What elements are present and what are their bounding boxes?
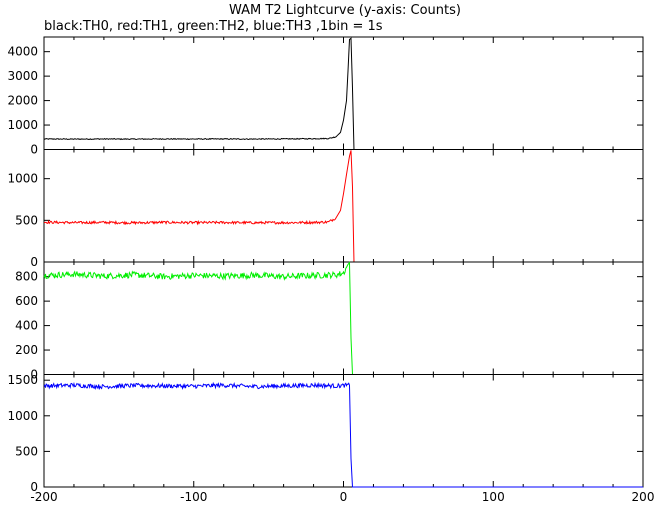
y-tick-label: 0 — [30, 143, 38, 157]
panel-frame-th2 — [43, 261, 644, 375]
x-tick-label: 0 — [340, 490, 348, 504]
x-tick-label: 100 — [482, 490, 505, 504]
y-tick-label: 500 — [15, 213, 38, 227]
series-line-th2 — [43, 261, 643, 375]
y-tick-label: 200 — [15, 343, 38, 357]
series-line-th0 — [43, 37, 643, 150]
x-tick-label: 200 — [632, 490, 655, 504]
y-tick-label: 2000 — [7, 94, 38, 108]
y-tick-label: 400 — [15, 319, 38, 333]
series-line-th1 — [43, 150, 643, 263]
x-tick-label: -100 — [180, 490, 207, 504]
y-tick-label: 600 — [15, 294, 38, 308]
panel-frame-th0 — [43, 36, 644, 150]
chart-subtitle: black:TH0, red:TH1, green:TH2, blue:TH3 … — [44, 19, 383, 34]
y-tick-label: 1000 — [7, 409, 38, 423]
y-tick-label: 3000 — [7, 69, 38, 83]
series-line-th3 — [43, 381, 643, 488]
chart-title: WAM T2 Lightcurve (y-axis: Counts) — [229, 3, 461, 18]
y-tick-label: 0 — [30, 255, 38, 269]
panel-frame-th3 — [43, 374, 644, 488]
y-tick-label: 0 — [30, 480, 38, 494]
y-tick-label: 500 — [15, 444, 38, 458]
y-tick-label: 1000 — [7, 118, 38, 132]
y-tick-label: 1500 — [7, 373, 38, 387]
y-tick-label: 4000 — [7, 45, 38, 59]
y-tick-label: 1000 — [7, 172, 38, 186]
panel-frame-th1 — [43, 149, 644, 263]
y-tick-label: 800 — [15, 270, 38, 284]
x-tick-label: -200 — [30, 490, 57, 504]
y-tick-label: 0 — [30, 368, 38, 382]
